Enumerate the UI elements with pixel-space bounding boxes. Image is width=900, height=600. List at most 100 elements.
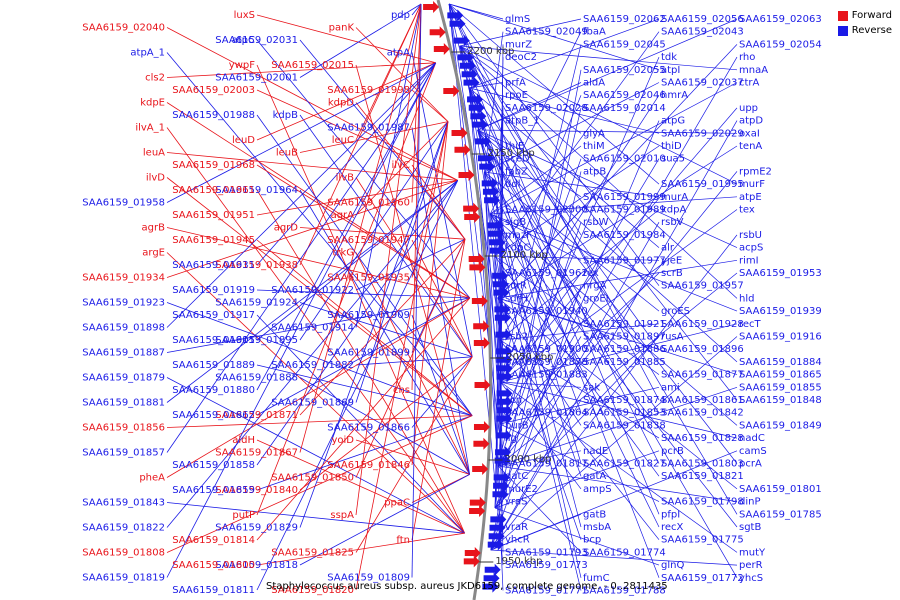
right-gene-label: groEL	[583, 293, 612, 304]
left-connector	[355, 64, 471, 475]
forward-gene-feature	[429, 26, 446, 39]
right-connector	[459, 18, 582, 47]
right-gene-label: gatB	[583, 509, 606, 520]
left-gene-label: SAA6159_01846	[327, 460, 410, 471]
reverse-gene-feature	[492, 269, 509, 282]
right-gene-label: SAA6159_02000	[505, 205, 588, 216]
right-gene-label: ampS	[583, 484, 612, 495]
right-connector	[499, 272, 660, 425]
right-gene-label: hld	[739, 293, 754, 304]
left-gene-label: SAA6159_01829	[215, 523, 298, 534]
right-connector	[494, 95, 504, 257]
forward-gene-feature	[472, 463, 489, 475]
right-gene-label: SAA6159_02028	[505, 103, 588, 114]
right-gene-label: oxaI	[739, 128, 760, 139]
right-gene-label: SAA6159_01999	[583, 192, 666, 203]
left-gene-label: SAA6159_01843	[82, 498, 165, 509]
right-connector	[477, 129, 738, 464]
forward-gene-feature	[468, 253, 485, 265]
forward-gene-feature	[464, 211, 481, 223]
right-connector	[477, 129, 738, 363]
right-gene-labels: glmS SAA6159_02062SAA6159_02056SAA6159_02…	[505, 14, 822, 597]
left-connector	[256, 314, 465, 534]
left-connector	[166, 297, 471, 478]
left-gene-label: SAA6159_01945	[172, 235, 255, 246]
right-gene-label: pcrB	[661, 446, 684, 457]
left-gene-label: SAA6159_01888	[215, 373, 298, 384]
right-gene-label: SAA6159_01849	[739, 420, 822, 431]
left-gene-label: SAA6159_01895	[215, 335, 298, 346]
right-gene-label: murA	[661, 192, 688, 203]
right-gene-label: fumC	[583, 573, 610, 584]
right-gene-label: SAA6159_01957	[661, 281, 744, 292]
reverse-gene-feature	[482, 185, 499, 198]
left-gene-label: SAA6159_01869	[271, 398, 354, 409]
left-connector	[411, 121, 449, 278]
left-connector	[411, 314, 471, 475]
right-connector	[469, 18, 660, 89]
left-gene-label: SAA6159_02001	[215, 73, 298, 84]
right-gene-label: rpmE2	[739, 166, 772, 177]
left-gene-label: SAA6159_01934	[82, 273, 165, 284]
left-gene-label: putP	[232, 510, 255, 521]
right-gene-label: rpoE	[505, 90, 528, 101]
right-gene-label: SAA6159_01838	[583, 420, 666, 431]
left-gene-label: agrB	[142, 223, 166, 234]
left-connector	[256, 180, 459, 591]
right-connector	[497, 95, 582, 299]
left-connector	[166, 27, 458, 181]
right-gene-label: murE2	[505, 484, 538, 495]
right-connector	[497, 107, 582, 467]
left-connector	[166, 62, 436, 78]
forward-gene-feature	[423, 1, 440, 13]
left-connector	[256, 364, 473, 416]
right-connector	[498, 386, 738, 467]
right-gene-label: SAA6159_01842	[661, 408, 744, 419]
left-connector	[355, 3, 422, 328]
right-gene-label: yhcS	[739, 573, 763, 584]
left-gene-label: atpC	[232, 35, 255, 46]
right-gene-label: SAA6159_01861	[661, 395, 744, 406]
right-connector	[500, 381, 738, 553]
right-gene-label: murF	[739, 179, 765, 190]
left-connector	[256, 14, 436, 64]
reverse-gene-feature	[493, 479, 510, 492]
reverse-gene-feature	[481, 177, 498, 190]
left-connector	[355, 121, 449, 591]
right-connector	[497, 145, 738, 299]
right-gene-label: SAA6159_01817	[505, 459, 588, 470]
right-gene-label: nrgA	[583, 281, 607, 292]
reverse-gene-feature	[484, 194, 501, 207]
right-connector	[499, 423, 660, 502]
right-connector	[469, 87, 660, 350]
left-gene-label: SAA6159_01858	[172, 460, 255, 471]
reverse-gene-feature	[479, 160, 496, 173]
right-gene-label: yhcR	[505, 535, 530, 546]
right-gene-label: SAA6159_02055	[583, 65, 666, 76]
right-connector	[448, 3, 660, 185]
left-gene-label: chs	[393, 385, 410, 396]
left-connector	[166, 302, 473, 416]
forward-gene-feature	[463, 555, 480, 568]
right-connector	[477, 18, 738, 131]
right-gene-label: groES	[661, 306, 690, 317]
right-gene-label: SAA6159_01896	[661, 344, 744, 355]
left-connector	[166, 415, 473, 553]
right-gene-label: SAA6159_01772	[661, 573, 744, 584]
right-gene-label: SAA6159_02029	[661, 128, 744, 139]
left-gene-label: SAA6159_01909	[327, 310, 410, 321]
left-gene-label: SAA6159_01880	[172, 385, 255, 396]
right-gene-label: ctrA	[739, 78, 760, 89]
left-connector	[256, 64, 466, 534]
reverse-gene-feature	[449, 17, 466, 30]
left-gene-label: panK	[329, 23, 355, 34]
left-connector	[166, 52, 473, 416]
left-gene-label: ywpF	[229, 60, 255, 71]
left-gene-label: leuD	[232, 135, 255, 146]
left-connector	[411, 164, 466, 240]
reverse-gene-feature	[496, 387, 513, 400]
right-connector	[484, 171, 660, 528]
left-connector	[411, 239, 466, 541]
left-gene-label: sspA	[330, 510, 354, 521]
right-gene-label: hmrA	[661, 90, 688, 101]
